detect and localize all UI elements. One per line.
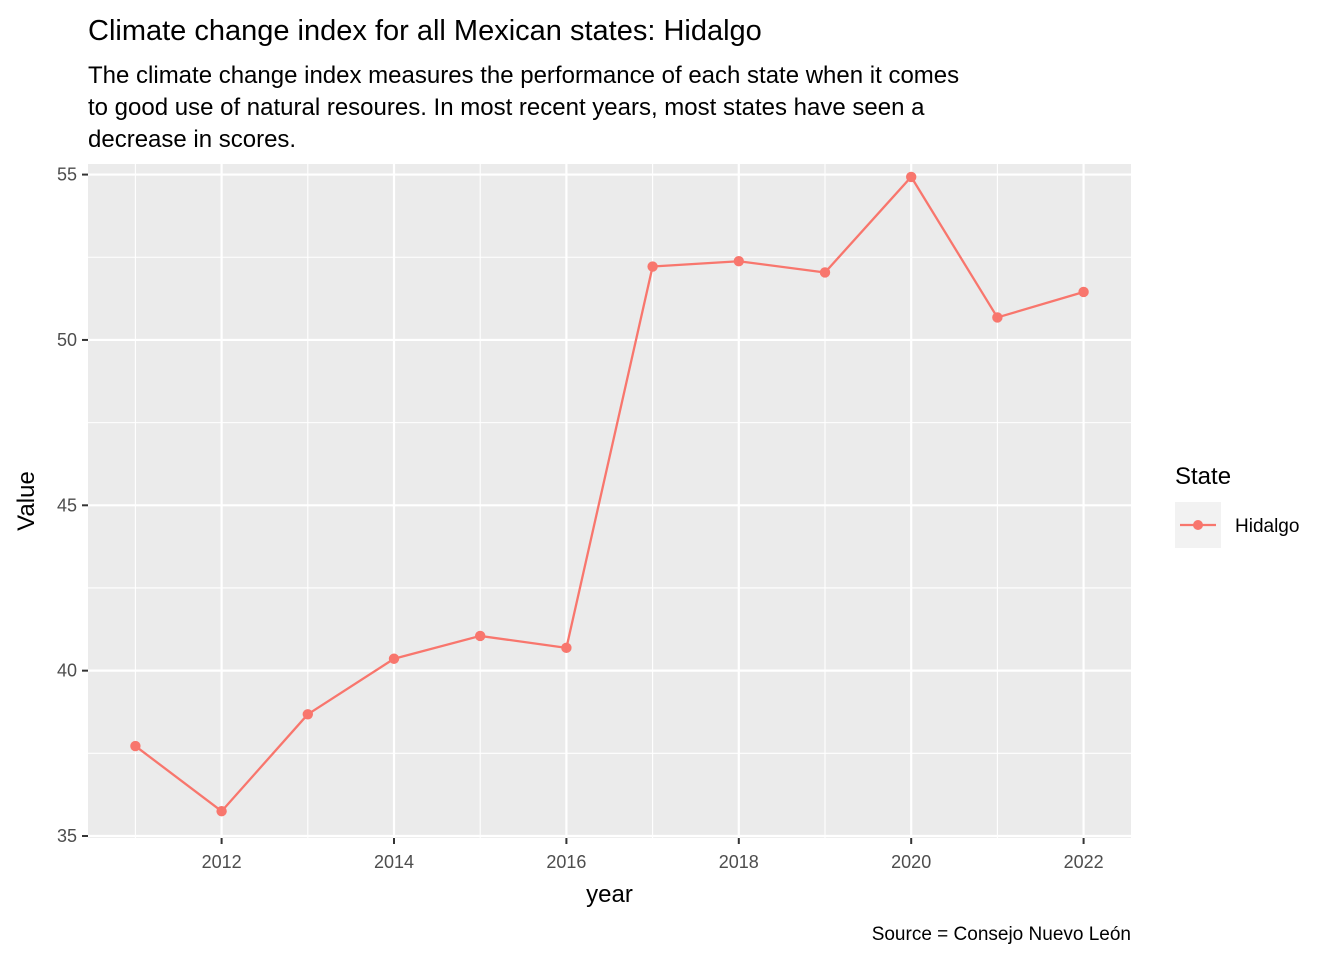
x-tick-label: 2012 [202, 852, 242, 872]
legend-key-point [1193, 520, 1203, 530]
data-point [475, 630, 486, 642]
data-point [302, 709, 314, 720]
chart-subtitle-line-2: to good use of natural resoures. In most… [88, 94, 925, 121]
data-point [561, 642, 572, 654]
axis-ticks [82, 173, 1085, 844]
major-grid [88, 164, 1131, 838]
series-line [134, 175, 1084, 813]
data-point [388, 653, 400, 664]
y-axis-title: Value [13, 471, 40, 531]
x-tick-label: 2020 [891, 852, 931, 872]
legend-label-hidalgo: Hidalgo [1235, 516, 1299, 537]
x-tick-label: 2018 [719, 852, 759, 872]
chart-subtitle-line-3: decrease in scores. [88, 126, 296, 153]
x-tick-label: 2016 [546, 852, 586, 872]
x-tick-labels: 2012 2014 2016 2018 2020 2022 [202, 852, 1104, 872]
data-point [1078, 286, 1089, 298]
y-tick-label: 50 [57, 330, 77, 350]
x-tick-label: 2022 [1064, 852, 1104, 872]
chart-subtitle-line-1: The climate change index measures the pe… [88, 62, 959, 89]
data-point [130, 740, 141, 752]
series-points [130, 171, 1089, 817]
data-point [819, 267, 831, 278]
y-tick-label: 45 [57, 495, 77, 515]
data-point [733, 256, 744, 267]
series-lines [134, 175, 1084, 813]
plot-panel [88, 164, 1131, 838]
chart-title: Climate change index for all Mexican sta… [88, 15, 762, 47]
data-point [647, 261, 658, 272]
data-point [905, 171, 917, 183]
y-tick-labels: 35 40 45 50 55 [57, 165, 77, 846]
legend-title: State [1175, 463, 1231, 490]
y-tick-label: 35 [57, 826, 77, 846]
data-point [216, 806, 227, 817]
y-tick-label: 55 [57, 165, 77, 185]
y-tick-label: 40 [57, 661, 77, 681]
x-tick-label: 2014 [374, 852, 414, 872]
caption-source: Source = Consejo Nuevo León [872, 924, 1131, 945]
minor-grid [88, 164, 1131, 838]
data-point [992, 312, 1003, 323]
x-axis-title: year [586, 881, 633, 908]
